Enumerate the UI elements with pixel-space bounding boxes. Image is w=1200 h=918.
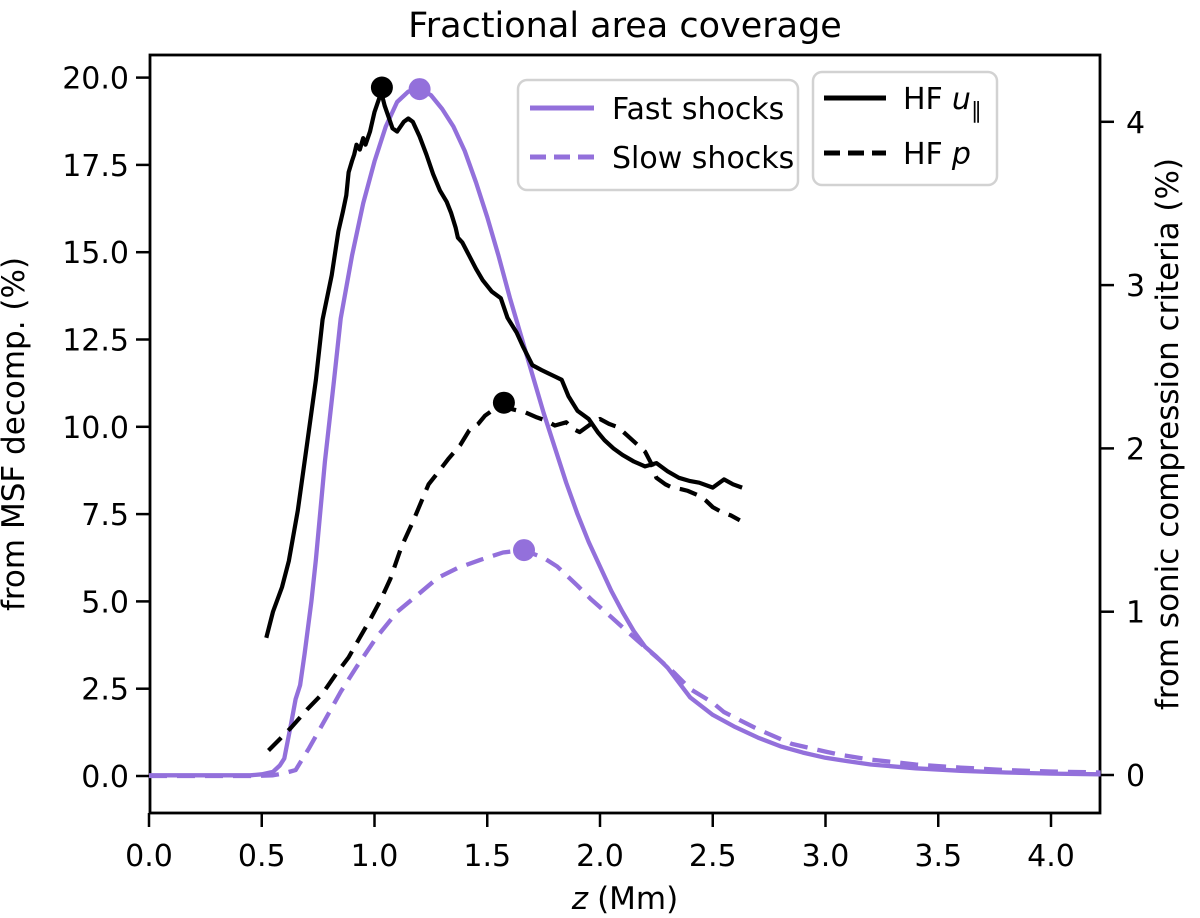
hf-u-line (264, 90, 743, 639)
slow-shocks-peak-marker (513, 539, 535, 562)
x-tick-label: 0.0 (125, 839, 173, 874)
y-right-tick-label: 1 (1126, 596, 1145, 631)
y-right-tick-label: 2 (1126, 432, 1145, 467)
slow-shocks-legend-label: Slow shocks (612, 141, 794, 176)
hf-p-legend-label: HF p (903, 137, 971, 172)
hf-u-peak-marker (370, 76, 393, 99)
legend-hf: HF u∥ HF p (811, 70, 999, 187)
plot-frame (148, 53, 1102, 815)
y-right-tick-label: 4 (1126, 106, 1145, 141)
chart-title: Fractional area coverage (408, 6, 842, 46)
hf-p-line (267, 403, 741, 752)
y-left-tick-label: 2.5 (81, 673, 129, 708)
y-left-tick-label: 17.5 (62, 149, 129, 184)
x-tick-label: 0.5 (238, 839, 286, 874)
y-left-tick-label: 12.5 (62, 324, 129, 359)
x-tick-label: 4.0 (1027, 839, 1075, 874)
legend-shocks: Fast shocks Slow shocks (516, 78, 800, 192)
fast-shocks-peak-marker (408, 78, 431, 101)
y-right-tick-label: 3 (1126, 269, 1145, 304)
y-left-tick-label: 0.0 (81, 760, 129, 795)
y-left-tick-label: 7.5 (81, 498, 129, 533)
fast-shocks-legend-label: Fast shocks (612, 92, 784, 127)
y-right-axis-label: from sonic compression criteria (%) (1150, 158, 1186, 710)
x-axis-label: z (Mm) (571, 881, 678, 917)
hf-p-peak-marker (492, 391, 515, 414)
y-left-axis-ticks: 0.0 2.5 5.0 7.5 10.0 12.5 15.0 17.5 20.0 (62, 62, 150, 795)
y-left-tick-label: 20.0 (62, 62, 129, 97)
y-left-tick-label: 10.0 (62, 411, 129, 446)
x-tick-label: 1.0 (351, 839, 399, 874)
hf-u-legend-label: HF u∥ (903, 82, 982, 124)
y-left-axis-label: from MSF decomp. (%) (0, 257, 32, 611)
fast-shocks-line (149, 86, 1101, 778)
slow-shocks-line (149, 547, 1101, 779)
y-left-tick-label: 15.0 (62, 236, 129, 271)
x-axis-ticks: 0.0 0.5 1.0 1.5 2.0 2.5 3.0 3.5 4.0 (125, 813, 1075, 874)
data-curves (149, 86, 1101, 779)
y-left-tick-label: 5.0 (81, 585, 129, 620)
y-right-axis-ticks: 0 1 2 3 4 (1100, 106, 1145, 794)
x-tick-label: 1.5 (463, 839, 511, 874)
x-tick-label: 3.0 (802, 839, 850, 874)
x-tick-label: 3.5 (914, 839, 962, 874)
x-tick-label: 2.0 (576, 839, 624, 874)
x-tick-label: 2.5 (689, 839, 737, 874)
y-right-tick-label: 0 (1126, 759, 1145, 794)
peak-markers (370, 76, 535, 562)
